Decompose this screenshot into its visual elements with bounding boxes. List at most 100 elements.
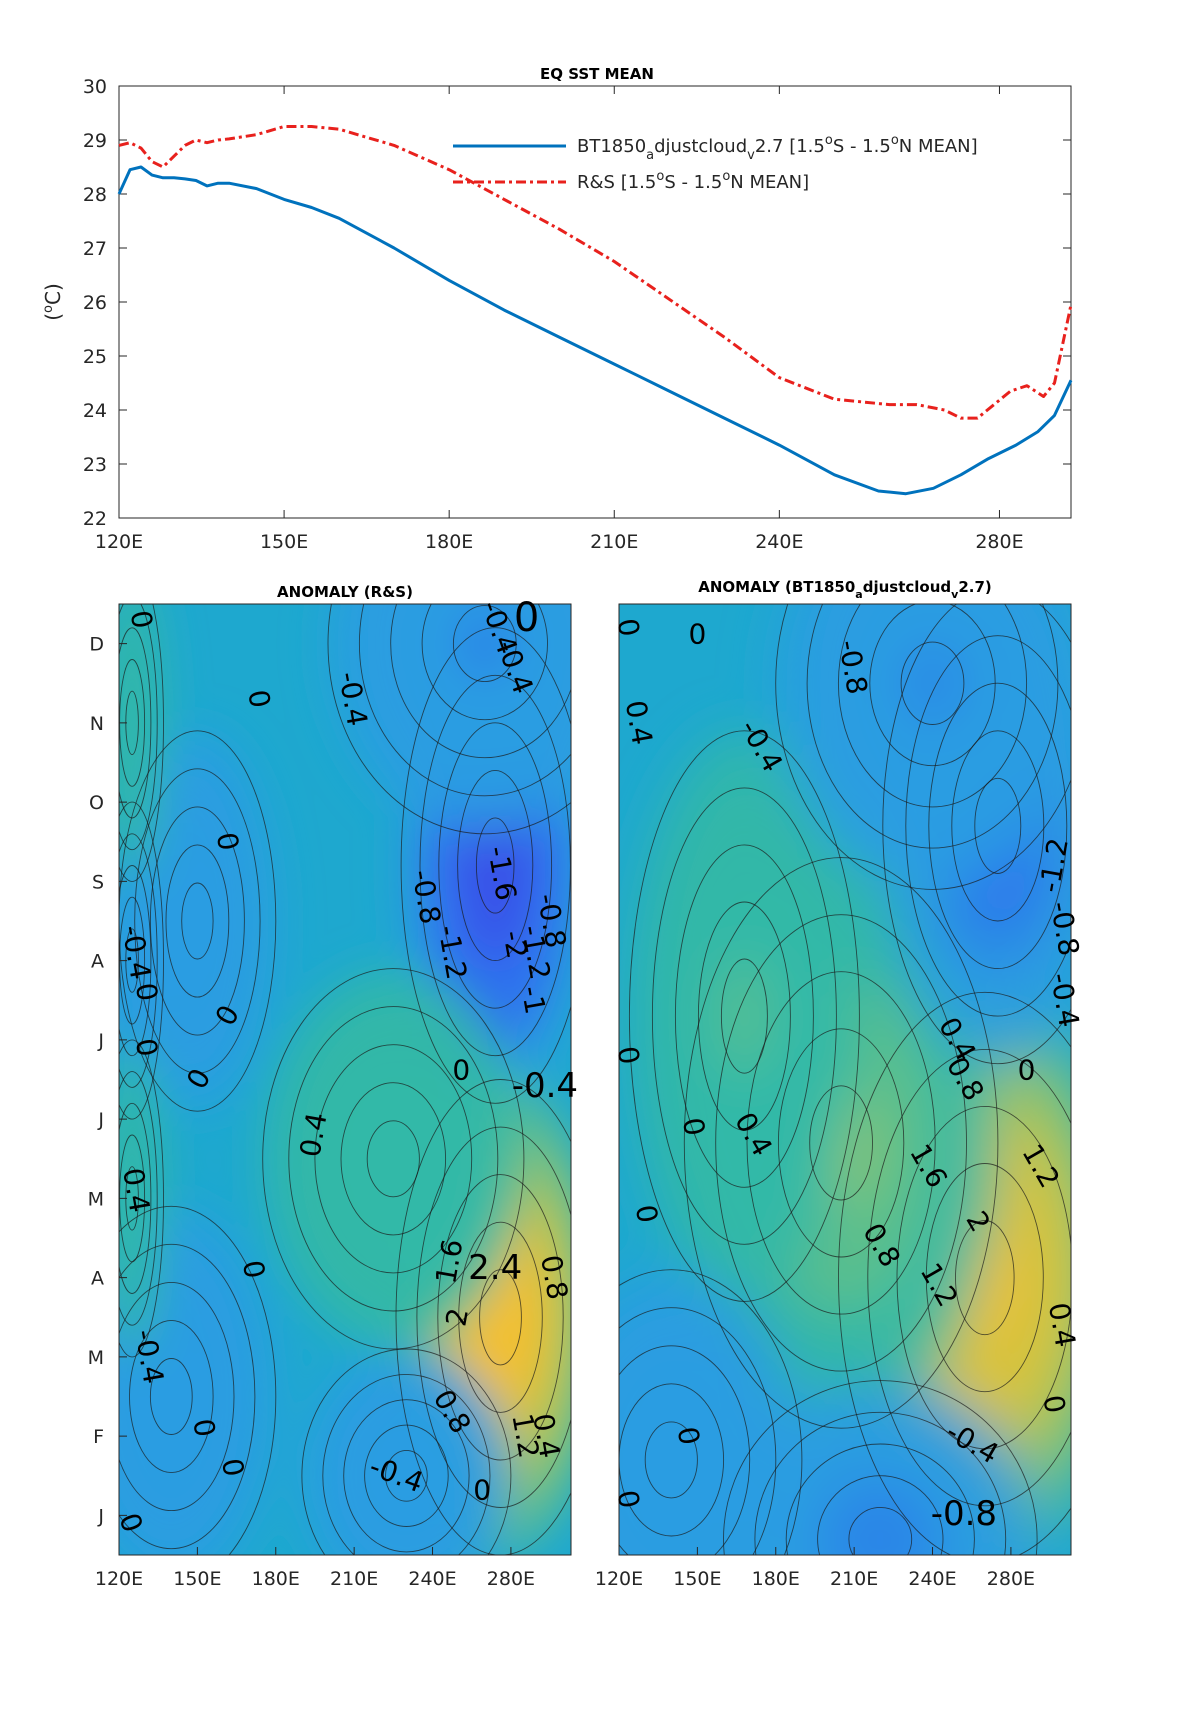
contour-label: 2 (439, 1305, 475, 1328)
contour-label: 1.2 (505, 1411, 545, 1461)
contour-line (416, 1126, 571, 1508)
contour-line (385, 1449, 428, 1502)
contour-line (715, 914, 967, 1372)
x-tick-label: 150E (173, 1568, 221, 1590)
contour-line (366, 1120, 420, 1198)
x-tick-label: 240E (908, 1568, 956, 1590)
contour-label: 0 (610, 1044, 646, 1067)
line-chart: EQ SST MEAN 120E 150E 180E 210E 240E 280E 22 2… (41, 65, 1073, 553)
contour-line (438, 722, 553, 1009)
x-tick-label: 280E (487, 1568, 535, 1590)
contour-line (479, 1269, 522, 1366)
x-tick-label: 280E (975, 531, 1023, 553)
contour-label: 0 (676, 1115, 712, 1138)
contour-line (806, 604, 1059, 849)
line-chart-legend: BT1850adjustcloudv2.7 [1.5oS - 1.5oN MEA… (453, 133, 978, 193)
contour-line (149, 806, 245, 1036)
contour-line (119, 801, 164, 1120)
contour-label: 1.6 (429, 1237, 469, 1287)
y-tick-label: A (91, 951, 104, 973)
contour-line (785, 1443, 975, 1555)
contour-label: 0 (671, 1424, 707, 1447)
contour-line (358, 604, 571, 797)
series-line-1 (117, 165, 1073, 496)
field-blob-7 (385, 1450, 428, 1502)
contour-label: 0 (610, 616, 646, 639)
contour-line (119, 627, 152, 819)
anomaly-bt1850-contours (619, 604, 1071, 1555)
y-tick-label: J (97, 1505, 104, 1527)
contour-line (809, 1085, 873, 1201)
contour-line (928, 682, 1068, 970)
anomaly-bt1850-x-axis: 120E 150E 180E 210E 240E 280E (595, 1547, 1035, 1590)
contour-line (419, 674, 571, 1057)
y-tick-label: S (92, 871, 104, 893)
anomaly-bt1850-frame (618, 603, 1072, 1556)
line-chart-y-axis-label: (oC) (41, 283, 65, 321)
contour-line (119, 1071, 158, 1326)
contour-label: 0.4 (526, 1411, 566, 1461)
contour-line (119, 1205, 277, 1555)
contour-label: 0 (124, 608, 160, 631)
contour-line (838, 991, 1071, 1555)
contour-line (119, 1281, 235, 1512)
contour-label: 0 (129, 980, 165, 1003)
contour-line (400, 627, 571, 1104)
y-tick-label: 22 (83, 508, 107, 530)
contour-line (437, 1174, 564, 1461)
contour-line (905, 635, 1071, 1017)
contour-line (869, 604, 996, 767)
contour-line (775, 604, 1071, 890)
contour-line (619, 1307, 777, 1555)
contour-line (619, 1383, 725, 1537)
contour-line (951, 730, 1045, 922)
contour-line (119, 833, 158, 1088)
anomaly-rs-frame (118, 603, 572, 1556)
contour-label: 0.8 (534, 1253, 574, 1303)
y-tick-label: O (89, 792, 104, 814)
contour-line (837, 604, 1028, 808)
anomaly-rs-plot-area (119, 604, 571, 1555)
contour-line (674, 844, 814, 1188)
contour-line (697, 901, 791, 1131)
legend-label-series-2: R&S [1.5oS - 1.5oN MEAN] (577, 169, 809, 193)
contour-label: 0 (452, 1054, 470, 1087)
field-blob-1 (476, 817, 514, 914)
field-blob-7 (645, 1421, 698, 1498)
line-chart-title: EQ SST MEAN (540, 65, 654, 83)
contour-label: 0 (236, 1258, 272, 1281)
contour-line (619, 1269, 803, 1555)
x-tick-label: 150E (260, 531, 308, 553)
y-tick-label: N (90, 713, 104, 735)
contour-label: 0 (186, 1416, 222, 1439)
contour-line (457, 769, 534, 962)
x-tick-label: 120E (95, 1568, 143, 1590)
contour-label: 0 (129, 1036, 165, 1059)
contour-line (327, 604, 571, 835)
contour-line (129, 1319, 214, 1474)
contour-line (165, 844, 230, 998)
x-tick-label: 210E (590, 531, 638, 553)
contour-line (720, 958, 768, 1074)
contour-line (119, 865, 152, 1057)
contour-line (119, 604, 164, 882)
x-tick-label: 180E (752, 1568, 800, 1590)
anomaly-rs-field (119, 604, 571, 1555)
contour-label: 0 (210, 830, 246, 853)
legend-label-series-1: BT1850adjustcloudv2.7 [1.5oS - 1.5oN MEA… (577, 133, 978, 163)
contour-label: 0 (514, 595, 539, 641)
y-tick-label: 27 (83, 238, 107, 260)
contour-line (119, 730, 277, 1112)
contour-line (149, 1358, 193, 1435)
field-blob-8 (125, 691, 139, 755)
y-tick-label: 23 (83, 454, 107, 476)
contour-line (288, 1006, 499, 1312)
contour-line (896, 1106, 1071, 1450)
anomaly-rs-panel: ANOMALY (R&S) 00 -0.4-0.4-0.400-0.8-1.2-1… (88, 583, 578, 1590)
anomaly-bt1850-panel: ANOMALY (BT1850adjustcloudv2.7) 0 0 -0.8 0.… (595, 578, 1086, 1590)
line-chart-x-axis: 120E 150E 180E 210E 240E 280E (95, 86, 1024, 553)
line-chart-plot-area (118, 85, 1072, 519)
anomaly-rs-y-axis: J F M A M J J A S O N D (88, 634, 127, 1527)
contour-line (322, 1373, 491, 1555)
contour-label: -2 (496, 928, 533, 961)
